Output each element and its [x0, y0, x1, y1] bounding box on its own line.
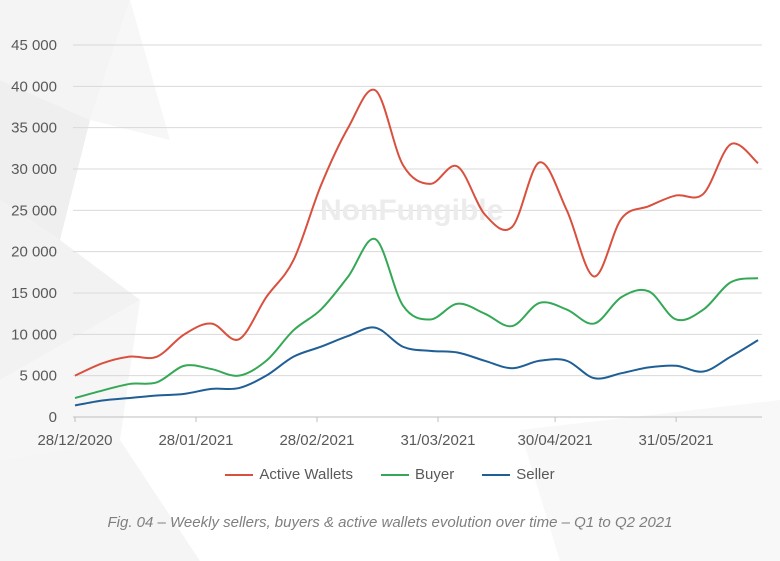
x-tick-label: 28/01/2021	[158, 432, 233, 449]
x-tick-label: 30/04/2021	[518, 432, 593, 449]
legend-swatch	[381, 473, 410, 476]
y-tick-label: 35 000	[11, 120, 57, 137]
legend-item-active-wallets: Active Wallets	[225, 466, 353, 483]
series-line-active-wallets	[74, 88, 759, 377]
legend-swatch	[225, 473, 254, 476]
legend-label: Active Wallets	[259, 466, 354, 483]
x-tick-label: 31/03/2021	[400, 432, 475, 449]
legend-label: Buyer	[415, 466, 455, 483]
x-tick-label: 28/12/2020	[37, 432, 112, 449]
legend-swatch	[482, 473, 511, 476]
x-tick-label: 31/05/2021	[639, 432, 714, 449]
legend-label: Seller	[516, 466, 555, 483]
y-tick-label: 45 000	[11, 37, 57, 54]
y-tick-label: 10 000	[11, 326, 57, 343]
x-tick-label: 28/02/2021	[279, 432, 354, 449]
legend-item-seller: Seller	[482, 466, 555, 483]
y-tick-label: 5 000	[19, 368, 57, 385]
y-tick-label: 40 000	[11, 78, 57, 95]
y-tick-label: 20 000	[11, 244, 57, 261]
figure-caption: Fig. 04 – Weekly sellers, buyers & activ…	[107, 514, 673, 531]
watermark-logo: NonFungible	[320, 194, 503, 227]
y-tick-label: 30 000	[11, 161, 57, 178]
legend: Active Wallets Buyer Seller	[0, 466, 780, 483]
series-line-seller	[74, 326, 759, 407]
y-tick-label: 25 000	[11, 202, 57, 219]
y-tick-label: 0	[49, 409, 57, 426]
legend-item-buyer: Buyer	[381, 466, 454, 483]
series-line-buyer	[74, 238, 759, 399]
y-tick-label: 15 000	[11, 285, 57, 302]
